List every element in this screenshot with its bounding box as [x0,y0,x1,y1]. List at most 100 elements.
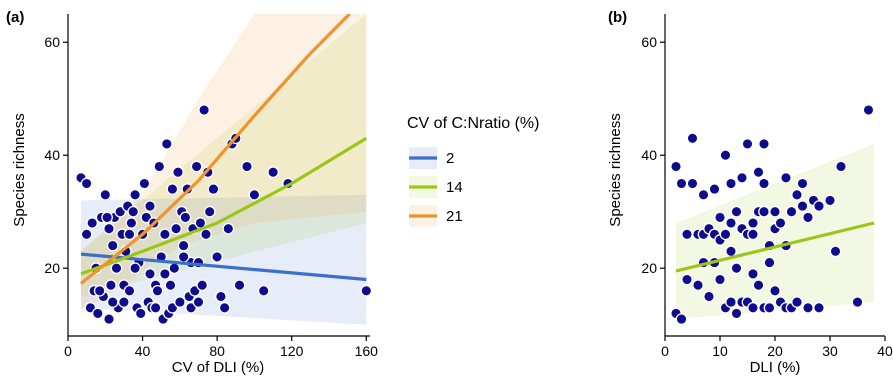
data-point [138,177,151,190]
data-point [730,262,743,275]
data-point [153,160,166,173]
data-point [207,183,220,195]
data-point [675,313,688,325]
data-point [190,160,203,173]
data-point [129,262,141,275]
data-point [725,217,737,229]
data-point [218,301,231,314]
data-point [168,262,181,275]
data-point [267,166,279,179]
x-tick-label: 80 [209,343,225,359]
data-point [129,188,141,201]
data-point [862,104,875,116]
panel-a-confidence-bands [81,14,367,325]
data-point [675,177,688,190]
data-point [101,211,113,224]
data-point [796,177,809,190]
data-point [719,149,732,162]
data-point [758,138,770,150]
data-point [769,284,781,297]
data-point [703,290,715,303]
y-tick-label: 40 [44,147,60,163]
data-point [215,290,227,303]
data-point [105,279,117,292]
data-point [233,279,246,292]
data-point [769,205,781,218]
panel-b-fit-lines [675,221,875,273]
x-tick-label: 0 [661,343,669,359]
data-point [222,222,235,235]
data-point [851,296,864,308]
x-tick-label: 120 [280,343,304,359]
data-point [692,279,704,292]
x-tick-label: 160 [355,343,379,359]
data-point [203,205,216,218]
data-point [179,211,192,224]
panel-a-axes: 20 40 60 0 40 80 120 160 [44,14,378,359]
fit-line-2 [80,252,367,282]
data-point [196,279,209,292]
data-point [192,296,205,308]
y-tick-label: 40 [641,147,657,163]
data-point [681,273,693,286]
data-point [780,171,792,184]
legend-label: 14 [446,179,463,196]
data-point [99,188,112,201]
data-point [177,251,190,263]
data-point [725,177,737,190]
data-point [93,284,106,297]
data-point [758,177,770,190]
data-point [134,307,147,320]
data-point [813,301,825,314]
data-point [835,160,847,173]
panel-a-y-axis-label: Species richness [11,113,28,226]
data-point [172,166,184,179]
legend: CV of C:Nratio (%) 2 14 21 [407,115,539,227]
data-point [752,166,765,179]
data-point [736,171,748,184]
data-point [177,239,190,252]
data-point [159,268,171,280]
x-tick-label: 0 [64,343,72,359]
data-point [714,211,726,224]
data-point [791,296,803,308]
x-tick-label: 10 [712,343,728,359]
data-point [159,228,171,241]
panel-b-y-axis-label: Species richness [607,113,624,226]
data-point [166,183,179,195]
data-point [796,200,809,212]
data-point [758,205,770,218]
data-point [86,217,99,229]
panel-a-fit-lines [80,14,368,285]
data-point [160,138,173,150]
data-point [151,284,164,297]
data-point [686,132,699,145]
data-point [103,222,115,235]
data-point [670,160,682,173]
x-tick-label: 40 [135,343,151,359]
fit-line-series-0 [675,221,875,273]
legend-label: 21 [446,208,463,225]
data-point [125,217,138,229]
data-point [791,188,803,201]
data-point [80,177,93,190]
data-point [708,183,721,195]
data-point [741,138,754,150]
data-point [200,228,212,241]
data-point [730,205,743,218]
panel-b-axes: 20 40 60 0 10 20 30 40 [641,14,893,359]
panel-a: (a) Species richness CV of DLI (%) 20 40 6… [6,9,378,376]
data-point [725,245,737,258]
data-point [681,228,693,241]
data-point [149,301,162,314]
data-point [813,200,825,212]
data-point [714,273,726,286]
y-tick-label: 20 [641,260,657,276]
y-tick-label: 60 [641,34,657,50]
data-point [144,200,156,212]
data-point [360,284,373,297]
data-point [123,228,136,241]
data-point [123,284,136,297]
data-point [802,211,814,224]
